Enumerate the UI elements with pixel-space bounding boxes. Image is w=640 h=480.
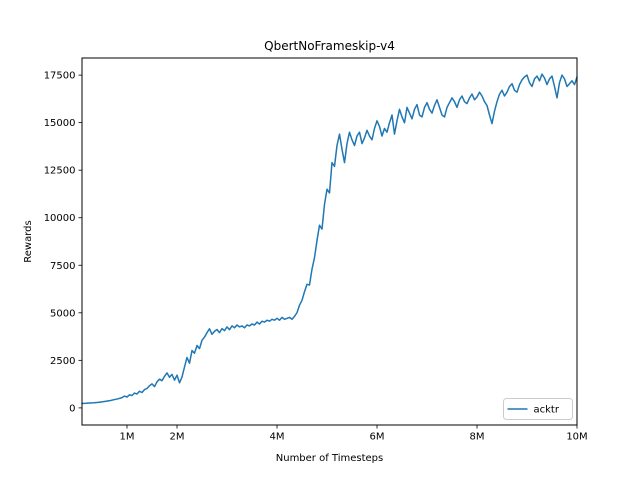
plot-area [82,58,577,425]
plot-border [81,57,578,426]
x-tick-label: 10M [566,432,587,443]
y-tick-label: 2500 [50,356,75,367]
y-tick-label: 5000 [50,308,75,319]
y-tick-label: 15000 [44,118,76,129]
y-tick-label: 0 [69,403,75,414]
x-tick-label: 1M [120,432,135,443]
legend-label-acktr: acktr [534,405,560,416]
y-axis-label: Rewards [23,220,34,262]
x-tick-label: 2M [170,432,185,443]
x-axis-label: Number of Timesteps [276,453,383,464]
axes-layer: 1M 2M 4M 6M 8M 10M 0 2500 5000 7500 10000 12500 1500… [44,71,588,443]
legend: acktr [503,398,573,420]
legend-box [503,398,573,420]
x-tick-label: 4M [270,432,285,443]
x-tick-label: 6M [370,432,385,443]
y-tick-label: 7500 [50,261,75,272]
y-tick-label: 10000 [44,213,76,224]
series-line-acktr [81,73,578,405]
chart-title: QbertNoFrameskip-v4 [264,39,395,53]
y-tick-label: 17500 [44,71,76,82]
y-tick-label: 12500 [44,166,76,177]
series-layer [81,73,578,405]
x-tick-label: 8M [470,432,485,443]
